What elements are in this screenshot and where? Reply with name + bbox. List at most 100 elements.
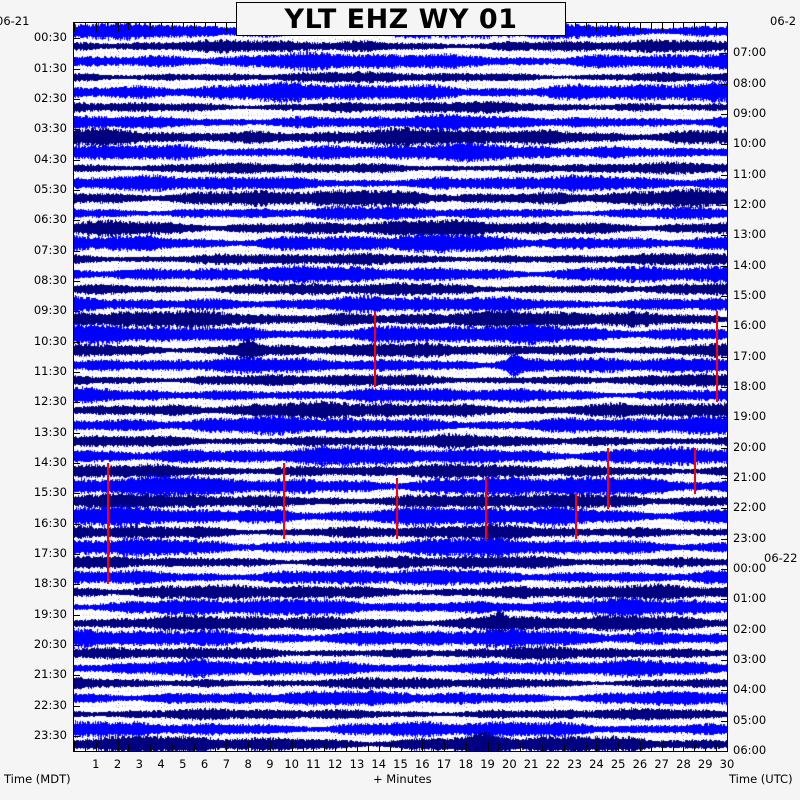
y-tick-right [721,357,727,358]
y-tick-left [74,190,80,191]
helicorder-plot[interactable] [73,22,728,752]
y-tick-left [74,645,80,646]
event-marker[interactable] [396,478,398,539]
y-tick-left [74,615,80,616]
x-tick-bottom [390,744,391,751]
right-time-label: 21:00 [733,470,767,484]
x-tick-bottom [401,742,402,751]
right-time-label: 13:00 [733,227,767,242]
x-axis-tick-label: 27 [654,757,669,771]
x-tick-top [673,23,674,30]
y-tick-right [721,417,727,418]
x-tick-bottom [335,742,336,751]
x-tick-bottom [237,744,238,751]
x-tick-bottom [107,744,108,751]
x-tick-bottom [683,742,684,751]
event-marker[interactable] [607,448,609,509]
y-tick-right [721,84,727,85]
y-tick-right [721,175,727,176]
x-tick-top [172,23,173,30]
event-marker[interactable] [575,493,577,539]
x-tick-bottom [379,742,380,751]
y-tick-left [74,433,80,434]
right-time-label: 16:00 [733,318,767,333]
right-time-label: 10:00 [733,136,767,151]
event-marker[interactable] [107,463,109,584]
x-tick-bottom [303,744,304,751]
y-tick-left [74,402,80,403]
x-tick-bottom [542,744,543,751]
event-marker[interactable] [716,311,718,402]
left-time-label: 15:30 [33,485,67,500]
x-tick-bottom [444,742,445,751]
y-tick-left [74,311,80,312]
x-tick-bottom [694,744,695,751]
left-time-label: 21:30 [33,667,67,682]
x-tick-bottom [172,744,173,751]
x-tick-bottom [531,742,532,751]
y-tick-right [721,569,727,570]
x-axis-tick-label: 29 [697,757,713,771]
x-axis-tick-label: 10 [284,757,299,771]
left-time-label: 23:30 [33,727,67,742]
y-tick-left [74,69,80,70]
x-tick-bottom [564,744,565,751]
right-time-label: 04:00 [733,682,767,697]
right-time-label: 22:00 [733,500,767,515]
x-axis-tick-label: 15 [393,757,408,771]
event-marker[interactable] [283,463,285,539]
x-tick-bottom [488,742,489,751]
x-axis-tick-label: 30 [719,757,735,771]
x-tick-top [194,23,195,30]
x-tick-bottom [575,742,576,751]
left-time-label: 00:30 [33,30,67,45]
y-tick-left [74,38,80,39]
event-marker[interactable] [485,478,487,539]
y-tick-right [721,478,727,479]
x-tick-top [694,23,695,30]
y-tick-right [721,266,727,267]
left-time-label: 16:30 [33,515,67,530]
right-time-label: 12:00 [733,197,767,211]
y-tick-left [74,160,80,161]
x-axis-tick-label: 20 [502,757,517,771]
x-tick-bottom [226,742,227,751]
event-marker[interactable] [374,311,376,387]
y-tick-left [74,220,80,221]
x-tick-bottom [139,742,140,751]
y-tick-left [74,281,80,282]
x-tick-top [74,23,75,32]
x-tick-top [161,23,162,32]
x-tick-top [85,23,86,30]
x-tick-bottom [520,744,521,751]
right-time-label: 07:00 [733,45,767,60]
y-tick-right [721,721,727,722]
x-tick-top [150,23,151,30]
y-tick-right [721,690,727,691]
x-tick-top [596,23,597,32]
event-marker[interactable] [694,448,696,494]
x-tick-bottom [596,742,597,751]
x-tick-bottom [118,742,119,751]
left-time-label: 11:30 [33,363,67,378]
y-tick-right [721,508,727,509]
x-axis-tick-label: 14 [371,757,387,771]
x-tick-bottom [259,744,260,751]
left-time-label: 09:30 [33,303,67,318]
x-tick-top [683,23,684,32]
y-tick-left [74,129,80,130]
left-time-label: 07:30 [33,242,67,257]
x-tick-top [215,23,216,30]
left-time-label: 18:30 [33,576,67,591]
left-time-label: 13:30 [33,424,67,439]
helicorder-canvas-area [74,23,727,751]
x-tick-top [607,23,608,30]
left-time-label: 06:30 [33,212,67,227]
y-tick-right [721,387,727,388]
left-time-label: 19:30 [33,606,67,621]
right-time-label: 23:00 [733,530,767,545]
right-time-label: 14:00 [733,257,767,272]
x-axis-tick-label: 23 [567,757,582,771]
y-tick-left [74,584,80,585]
x-axis-tick-label: 17 [436,757,452,771]
